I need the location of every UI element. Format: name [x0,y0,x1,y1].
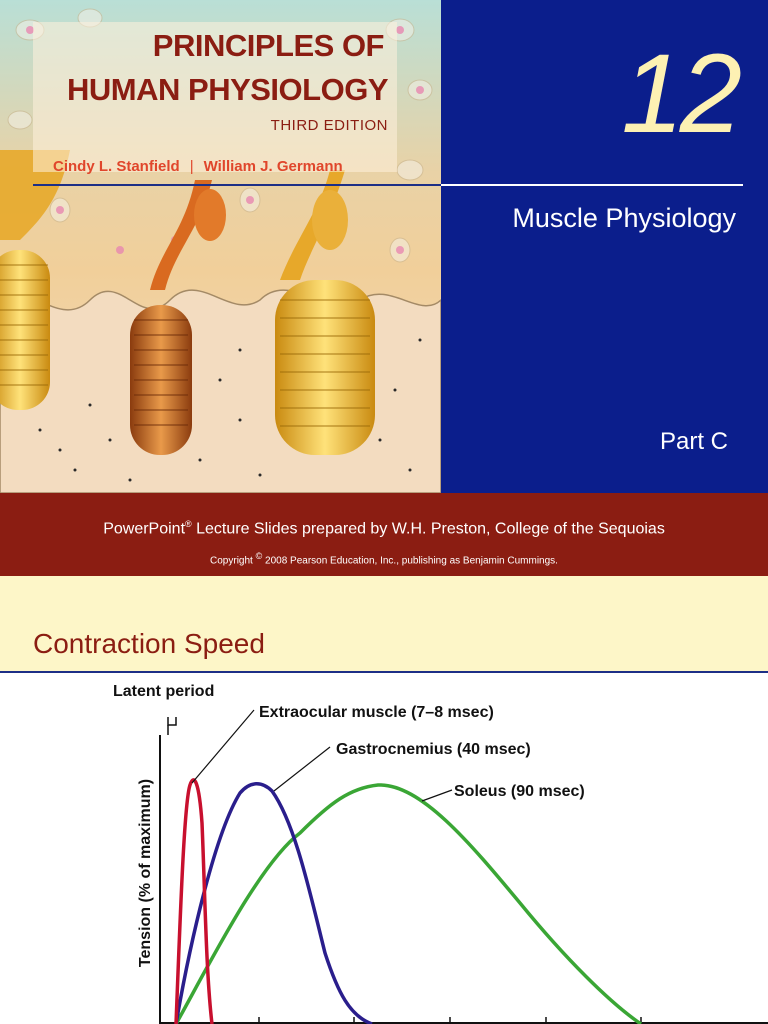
series-line-extraocular [174,778,214,1024]
credit-suffix: Lecture Slides prepared by W.H. Preston,… [191,520,665,538]
copyright-prefix: Copyright [210,555,256,567]
slide-header-rule [0,671,768,673]
contraction-speed-chart: Latent period Tension (% of maximum) Ext… [113,683,768,1024]
author-1: Cindy L. Stanfield [53,158,180,175]
registered-mark: ® [185,519,192,529]
latent-period-label: Latent period [113,683,214,700]
credit-prefix: PowerPoint [103,520,186,538]
slide-header [0,576,768,672]
part-label: Part C [659,428,728,455]
book-title-line-1: PRINCIPLES OF [152,28,385,63]
credit-bar: PowerPoint® Lecture Slides prepared by W… [0,493,768,576]
leader-line-gastrocnemius [273,746,331,792]
divider-rule-left [33,184,441,186]
copyright-line: Copyright © 2008 Pearson Education, Inc.… [0,551,768,566]
series-label-soleus: Soleus (90 msec) [454,783,585,800]
copyright-suffix: 2008 Pearson Education, Inc., publishing… [262,555,558,567]
author-2: William J. Germann [203,158,343,175]
y-axis-label: Tension (% of maximum) [137,779,154,967]
author-line: Cindy L. Stanfield | William J. Germann [53,158,343,175]
slide-title: Contraction Speed [33,628,265,659]
hair-cell-illustration [0,8,441,493]
chapter-panel: 12 Muscle Physiology Part C [441,0,768,493]
edition-label: THIRD EDITION [270,117,388,134]
latent-period-bracket [167,717,177,726]
divider-rule-right [441,184,743,186]
leader-line-extraocular [191,709,255,784]
copyright-symbol: © [255,551,263,561]
author-separator: | [189,158,194,175]
book-title-line-2: HUMAN PHYSIOLOGY [67,72,388,107]
chapter-title: Muscle Physiology [512,203,736,233]
chapter-number: 12 [621,31,742,156]
leader-line-soleus [421,789,453,802]
title-box [33,22,397,172]
credit-line: PowerPoint® Lecture Slides prepared by W… [0,519,768,538]
cover-illustration [0,0,441,493]
series-label-extraocular: Extraocular muscle (7–8 msec) [259,704,494,721]
series-label-gastrocnemius: Gastrocnemius (40 msec) [336,741,531,758]
series-line-soleus [174,783,642,1024]
